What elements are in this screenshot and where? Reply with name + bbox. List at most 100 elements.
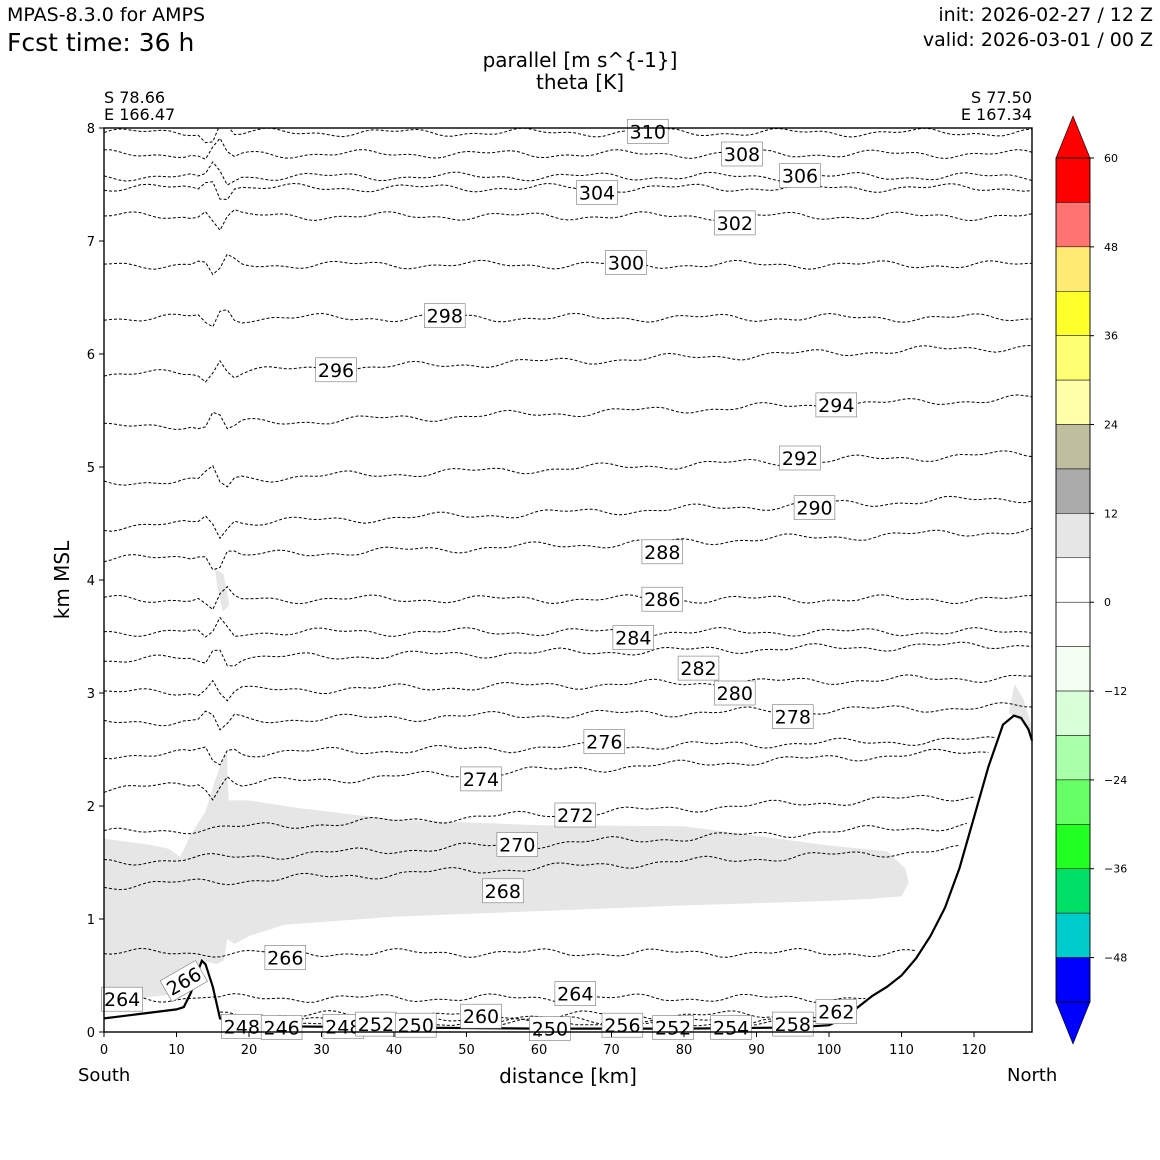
theta-label-280: 280 — [714, 680, 756, 706]
colorbar-tick-label: −12 — [1104, 685, 1127, 698]
theta-label-276: 276 — [583, 729, 625, 754]
theta-label-extra-5-text: 252 — [358, 1014, 394, 1036]
theta-label-260-box — [460, 1003, 502, 1029]
theta-contour-264 — [104, 993, 866, 1004]
theta-label-extra-6-text: 250 — [398, 1015, 434, 1037]
theta-label-264-text: 264 — [557, 984, 593, 1006]
colorbar-segment — [1055, 557, 1091, 603]
theta-contour-306 — [104, 161, 1032, 186]
x-tick-label: 120 — [962, 1043, 987, 1058]
theta-label-276-text: 276 — [586, 732, 622, 754]
theta-label-286-box — [641, 586, 683, 612]
theta-contour-310 — [104, 128, 1032, 144]
y-tick-label: 7 — [87, 235, 95, 250]
colorbar-tick-label: −48 — [1104, 952, 1127, 965]
theta-label-284-box — [612, 625, 654, 650]
colorbar-frame — [1055, 157, 1091, 1003]
south-end-label: South — [78, 1065, 131, 1086]
theta-contour-284 — [104, 616, 1032, 638]
theta-label-286-text: 286 — [644, 589, 680, 611]
wind-shaded-region — [104, 749, 909, 1001]
theta-label-310: 310 — [627, 119, 669, 144]
x-tick-label: 20 — [241, 1043, 258, 1058]
colorbar-tick-label: 12 — [1104, 507, 1118, 520]
theta-label-306-box — [779, 163, 821, 188]
plot-area: 3103083063043023002982962942922902882862… — [87, 119, 1034, 1058]
theta-contour-262 — [219, 1010, 844, 1021]
theta-label-268-text: 268 — [485, 881, 521, 903]
theta-label-272-text: 272 — [557, 805, 593, 827]
theta-label-262: 262 — [815, 999, 857, 1025]
colorbar-segment — [1055, 157, 1091, 203]
theta-label-270-box — [496, 832, 538, 857]
theta-label-extra-9-text: 252 — [655, 1018, 691, 1040]
theta-label-302-box — [714, 210, 756, 236]
theta-label-272-box — [554, 802, 596, 828]
theta-label-extra-8: 256 — [601, 1012, 644, 1038]
colorbar-segment — [1055, 513, 1091, 559]
theta-label-288-text: 288 — [644, 542, 680, 564]
x-tick-label: 80 — [676, 1043, 693, 1058]
theta-label-310-text: 310 — [630, 121, 666, 143]
theta-contour-276 — [104, 736, 996, 766]
colorbar: 60 48 36 24 12 0 −12 −24 −36 −48 — [1055, 115, 1127, 1045]
theta-label-extra-10-box — [710, 1015, 752, 1040]
y-tick-label: 2 — [87, 800, 95, 815]
theta-label-302-text: 302 — [717, 213, 753, 235]
theta-label-292-box — [779, 445, 821, 471]
theta-label-280-box — [714, 680, 756, 706]
theta-label-296-box — [315, 357, 357, 383]
colorbar-segment — [1055, 912, 1091, 958]
x-tick-label: 100 — [817, 1043, 842, 1058]
theta-label-290-box — [793, 495, 836, 521]
theta-label-extra-9-box — [652, 1015, 694, 1040]
theta-label-extra-8-text: 256 — [604, 1015, 640, 1037]
theta-label-278-box — [772, 704, 814, 730]
colorbar-segment — [1055, 246, 1091, 292]
theta-label-304-box — [576, 180, 618, 205]
theta-label-extra-6-box — [395, 1012, 437, 1038]
theta-label-extra-3-box — [260, 1015, 303, 1040]
theta-contour-296 — [104, 345, 1032, 383]
theta-label-304: 304 — [576, 180, 618, 205]
theta-contour-286 — [104, 585, 1032, 611]
valid-time: valid: 2026-03-01 / 00 Z — [922, 29, 1153, 51]
terrain-line — [103, 714, 1034, 1030]
y-tick-label: 5 — [87, 461, 95, 476]
theta-label-282-box — [677, 655, 720, 681]
theta-label-306-text: 306 — [782, 166, 818, 188]
theta-label-extra-4-text: 248 — [325, 1016, 361, 1038]
right-latitude: S 77.50 — [970, 88, 1032, 107]
colorbar-segment — [1055, 424, 1091, 470]
theta-label-294-text: 294 — [818, 395, 854, 417]
theta-label-284-text: 284 — [615, 628, 651, 650]
theta-label-extra-10: 254 — [710, 1015, 752, 1040]
x-tick-label: 30 — [313, 1043, 330, 1058]
theta-label-extra-6: 250 — [395, 1012, 437, 1038]
theta-label-308-text: 308 — [724, 144, 760, 166]
theta-contour-292 — [104, 450, 1032, 488]
theta-contour-268 — [104, 844, 960, 891]
x-tick-label: 10 — [168, 1043, 185, 1058]
theta-label-extra-7-box — [529, 1016, 571, 1041]
theta-label-296-text: 296 — [318, 360, 354, 382]
theta-label-298-text: 298 — [427, 306, 463, 328]
theta-contour-288 — [104, 527, 1032, 571]
colorbar-tick-label: 36 — [1104, 330, 1118, 343]
colorbar-segment — [1055, 779, 1091, 825]
y-tick-label: 8 — [87, 122, 95, 137]
left-longitude: E 166.47 — [104, 105, 176, 124]
theta-label-300-box — [605, 250, 647, 275]
north-end-label: North — [1007, 1065, 1058, 1086]
theta-label-extra-1-text: 264 — [104, 989, 140, 1011]
theta-label-extra-0-box — [159, 960, 208, 1003]
y-tick-label: 4 — [87, 574, 95, 589]
theta-contour-266 — [104, 947, 917, 958]
theta-label-292-text: 292 — [782, 448, 818, 470]
x-tick-label: 60 — [531, 1043, 548, 1058]
theta-contour-270 — [104, 822, 967, 866]
x-tick-label: 90 — [748, 1043, 765, 1058]
wind-shaded-blob — [214, 568, 230, 612]
theta-label-270: 270 — [496, 832, 538, 857]
theta-label-264-box — [554, 981, 596, 1006]
